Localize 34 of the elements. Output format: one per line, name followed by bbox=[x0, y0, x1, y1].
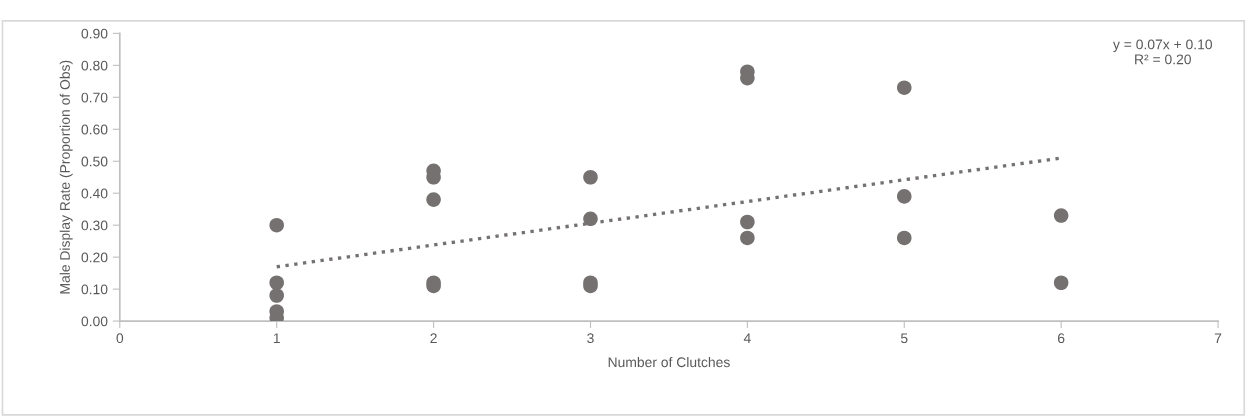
y-tick-label: 0.10 bbox=[81, 284, 108, 295]
point bbox=[269, 217, 284, 233]
x-tick-label: 7 bbox=[1214, 333, 1222, 343]
y-tick-label: 0.50 bbox=[81, 156, 108, 167]
y-tick-label: 0.70 bbox=[81, 92, 108, 103]
x-tick-label: 2 bbox=[430, 333, 437, 343]
point bbox=[583, 169, 598, 185]
y-tick-label: 0.30 bbox=[81, 220, 108, 231]
y-tick-label: 0.00 bbox=[81, 316, 108, 327]
y-tick-label: 0.60 bbox=[81, 124, 108, 135]
y-tick-label: 0.20 bbox=[81, 252, 108, 263]
point bbox=[740, 230, 755, 246]
point bbox=[583, 211, 598, 227]
y-tick-label: 0.90 bbox=[81, 28, 108, 39]
point bbox=[1053, 275, 1069, 291]
x-tick-label: 3 bbox=[587, 333, 594, 344]
point bbox=[896, 80, 912, 95]
x-axis-title: Number of Clutches bbox=[608, 356, 730, 368]
y-tick-label: 0.40 bbox=[81, 188, 108, 199]
point bbox=[1053, 208, 1069, 223]
x-tick-label: 6 bbox=[1058, 333, 1065, 344]
point bbox=[269, 275, 284, 291]
point bbox=[426, 192, 441, 207]
x-tick-label: 1 bbox=[273, 333, 280, 343]
point bbox=[740, 214, 755, 230]
point bbox=[269, 288, 284, 303]
x-tick-label: 0 bbox=[116, 333, 124, 344]
annotation: y = 0.07x + 0.10 R² = 0.20 bbox=[1112, 39, 1213, 65]
x-tick-label: 4 bbox=[743, 333, 751, 343]
y-axis-title: Male Display Rate (Proportion of Obs) bbox=[59, 60, 73, 294]
point bbox=[896, 230, 912, 246]
x-tick-label: 5 bbox=[900, 333, 908, 344]
point bbox=[896, 189, 912, 204]
y-tick-label: 0.80 bbox=[81, 60, 108, 71]
